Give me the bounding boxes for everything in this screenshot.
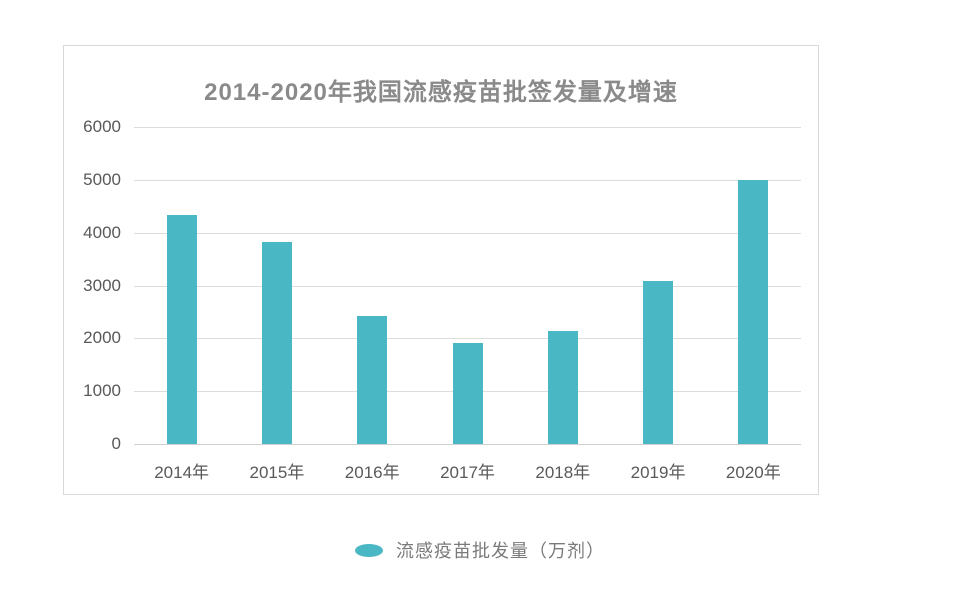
legend-ellipse-icon [355, 543, 383, 557]
gridline [134, 179, 801, 181]
y-tick-label: 4000 [83, 222, 121, 242]
gridline [134, 444, 801, 445]
y-tick-label: 6000 [83, 117, 121, 136]
bar-2020年 [738, 179, 769, 444]
bar-2018年 [547, 331, 578, 444]
y-tick-label: 5000 [83, 169, 121, 189]
chart-title: 2014-2020年我国流感疫苗批签发量及增速 [204, 79, 678, 106]
y-tick-label: 2000 [83, 328, 121, 348]
x-tick-label: 2015年 [249, 463, 305, 482]
x-tick-label: 2016年 [344, 463, 400, 482]
y-tick-label: 0 [111, 434, 121, 453]
bar-2017年 [452, 343, 483, 444]
gridline [134, 232, 801, 234]
y-tick-label: 3000 [83, 275, 121, 295]
gridline [134, 127, 801, 128]
legend[interactable]: 流感疫苗批发量（万剂） [0, 537, 960, 563]
gridline [134, 338, 801, 340]
bar-2019年 [643, 281, 674, 444]
bar-2015年 [261, 241, 292, 444]
x-tick-label: 2020年 [725, 463, 781, 482]
gridline [134, 285, 801, 287]
plot-area: 0 1000 2000 3000 4000 5000 6000 2014年 2015年 2016年… [83, 117, 801, 482]
x-tick-label: 2017年 [440, 463, 495, 482]
x-tick-label: 2018年 [535, 463, 591, 482]
chart-panel: 2014-2020年我国流感疫苗批签发量及增速 0 1000 2000 3000 400… [63, 45, 819, 495]
bar-2016年 [357, 315, 388, 444]
x-tick-label: 2019年 [630, 463, 686, 482]
legend-label: 流感疫苗批发量（万剂） [396, 541, 605, 561]
y-tick-label: 1000 [83, 381, 121, 401]
x-tick-label: 2014年 [154, 463, 210, 482]
bar-2014年 [166, 215, 197, 444]
